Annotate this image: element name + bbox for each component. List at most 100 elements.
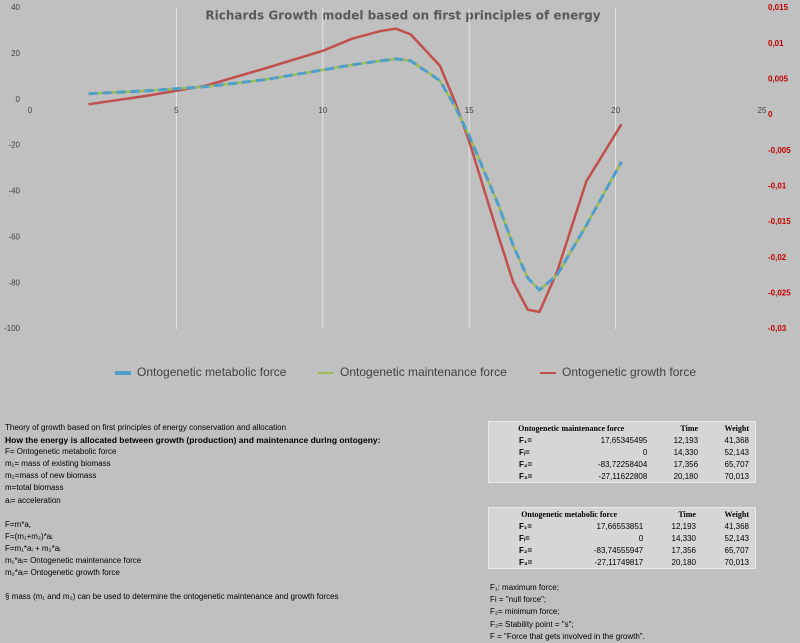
x-tick-label: 0 — [28, 106, 33, 115]
notes: Theory of growth based on first principl… — [5, 422, 380, 603]
metabolic-table: Ontogenetic metabolic force Time Weight F₁=… — [488, 507, 756, 569]
header-cell: Time — [680, 423, 699, 433]
table-cell: -27,11622808 — [598, 471, 648, 481]
table-cell: Fᵢ= — [519, 533, 530, 543]
table-cell: 14,330 — [673, 447, 699, 457]
table-cell: F₁= — [519, 435, 532, 445]
definitions: F₁: maximum force; Fi = "null force"; F₂= … — [490, 582, 645, 643]
definition: F₁: maximum force; — [490, 583, 559, 592]
table-cell: 52,143 — [724, 533, 749, 543]
definition: F₂= minimum force; — [490, 607, 560, 617]
y2-tick-label: -0,02 — [768, 253, 787, 262]
header-cell: Weight — [724, 509, 749, 519]
table-row: F₁= 17,66553851 12,193 41,368 — [489, 520, 756, 532]
series-line — [88, 57, 623, 292]
x-tick-label: 10 — [318, 106, 327, 115]
footnote: § mass (m₁ and m₂) can be used to determ… — [5, 592, 339, 602]
y2-tick-label: -0,01 — [768, 181, 787, 190]
table-row: Fᵢ= 0 14,330 52,143 — [489, 532, 756, 544]
header-cell: Time — [678, 509, 696, 519]
legend-label: Ontogenetic maintenance force — [340, 365, 507, 379]
y2-tick-label: -0,005 — [768, 146, 791, 155]
table-row: Fᵢ= 0 14,330 52,143 — [489, 446, 756, 458]
table-cell: F₃= — [519, 557, 533, 567]
y2-tick-label: -0,025 — [768, 288, 791, 297]
note-line: m₂=mass of new biomass — [5, 471, 97, 481]
note-line: aᵢ= acceleration — [5, 495, 61, 505]
table-cell: 17,66553851 — [596, 521, 644, 531]
note-line: F=m₁*aᵢ + m₂*aᵢ — [5, 543, 61, 553]
table-cell: 70,013 — [724, 557, 749, 567]
y2-tick-label: -0,03 — [768, 324, 787, 333]
y-tick-label: 40 — [11, 3, 20, 12]
note-line: F=m*a, — [5, 519, 32, 529]
series-line — [88, 57, 623, 292]
note-line: m=total biomass — [5, 483, 64, 493]
table-cell: 65,707 — [724, 459, 749, 469]
table-cell: F₃= — [519, 471, 533, 481]
header-cell: Weight — [724, 423, 749, 433]
note-line: F= Ontogenetic metabolic force — [5, 447, 117, 457]
y-tick-label: -60 — [8, 232, 20, 241]
y-tick-label: -100 — [4, 324, 21, 333]
table-cell: Fᵢ= — [519, 447, 530, 457]
table-header: Ontogenetic maintenance force Time Weight — [489, 422, 756, 435]
note-line: Theory of growth based on first principl… — [5, 423, 287, 432]
note-line: How the energy is allocated between grow… — [5, 435, 381, 446]
y2-tick-label: 0 — [768, 110, 773, 119]
x-tick-label: 20 — [611, 106, 620, 115]
table-cell: 41,368 — [724, 521, 749, 531]
table-cell: F₁= — [519, 521, 532, 531]
chart: Richards Growth model based on first pri… — [4, 3, 791, 379]
table-row: F₂= -83,72258404 17,356 65,707 — [489, 458, 756, 470]
table-cell: 17,356 — [673, 459, 699, 469]
y-tick-label: -80 — [8, 278, 20, 287]
table-cell: 0 — [642, 447, 648, 457]
x-tick-label: 25 — [758, 106, 767, 115]
y2-tick-label: 0,01 — [768, 39, 784, 48]
y-tick-label: -40 — [8, 187, 20, 196]
table-cell: 12,193 — [671, 521, 696, 531]
table-cell: 14,330 — [671, 533, 696, 543]
table-cell: -83,72258404 — [597, 459, 648, 469]
table-cell: 12,193 — [673, 435, 699, 445]
table-cell: F₂= — [519, 545, 533, 555]
header-cell: Ontogenetic metabolic force — [521, 509, 618, 519]
legend-label: Ontogenetic metabolic force — [137, 365, 287, 379]
table-cell: 52,143 — [724, 447, 749, 457]
table-row: F₃= -27,11622808 20,180 70,013 — [489, 470, 756, 483]
definition: Fi = "null force"; — [490, 595, 547, 605]
table-header: Ontogenetic metabolic force Time Weight — [489, 508, 756, 521]
definition: F₃= Stability point = "s"; — [490, 619, 574, 629]
x-tick-label: 5 — [174, 106, 179, 115]
y2-tick-label: -0,015 — [768, 217, 791, 226]
x-tick-label: 15 — [465, 106, 474, 115]
table-cell: 0 — [638, 533, 644, 543]
table-cell: F₂= — [519, 459, 533, 469]
series-line — [88, 27, 623, 314]
table-cell: 17,65345495 — [600, 435, 648, 445]
table-row: F₂= -83,74555947 17,356 65,707 — [489, 544, 756, 556]
table-cell: 41,368 — [724, 435, 749, 445]
note-line: m₂*aᵢ= Ontogenetic growth force — [5, 568, 120, 578]
table-cell: 20,180 — [671, 557, 696, 567]
table-cell: 65,707 — [724, 545, 749, 555]
y-tick-label: 0 — [16, 95, 21, 104]
y-tick-label: 20 — [11, 49, 20, 58]
table-cell: -27,11749817 — [594, 557, 644, 567]
note-line: F=(m₁+m₂)*aᵢ — [5, 531, 53, 541]
maintenance-table: Ontogenetic maintenance force Time Weight F… — [488, 421, 756, 483]
note-line: m₁*aᵢ= Ontogenetic maintenance force — [5, 555, 142, 565]
table-cell: 17,356 — [671, 545, 696, 555]
table-cell: 20,180 — [673, 471, 699, 481]
table-row: F₁= 17,65345495 12,193 41,368 — [489, 434, 756, 446]
y-tick-label: -20 — [8, 141, 20, 150]
header-cell: Ontogenetic maintenance force — [518, 423, 625, 433]
table-cell: 70,013 — [724, 471, 749, 481]
table-row: F₃= -27,11749817 20,180 70,013 — [489, 556, 756, 569]
table-cell: -83,74555947 — [593, 545, 644, 555]
chart-title: Richards Growth model based on first pri… — [205, 9, 600, 23]
legend-label: Ontogenetic growth force — [562, 365, 696, 379]
y2-tick-label: 0,015 — [768, 3, 789, 12]
